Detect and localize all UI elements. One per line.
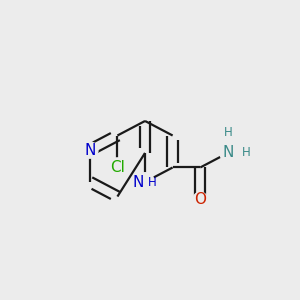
Text: N: N (133, 175, 144, 190)
Text: N: N (84, 142, 95, 158)
Circle shape (136, 173, 154, 191)
Text: N: N (222, 146, 233, 160)
Text: Cl: Cl (110, 160, 125, 175)
Text: O: O (194, 192, 206, 207)
Circle shape (82, 142, 98, 158)
Text: H: H (148, 176, 156, 188)
Circle shape (108, 158, 127, 177)
Text: H: H (224, 125, 232, 139)
Text: H: H (242, 146, 250, 160)
Circle shape (220, 145, 236, 161)
Circle shape (193, 192, 208, 207)
